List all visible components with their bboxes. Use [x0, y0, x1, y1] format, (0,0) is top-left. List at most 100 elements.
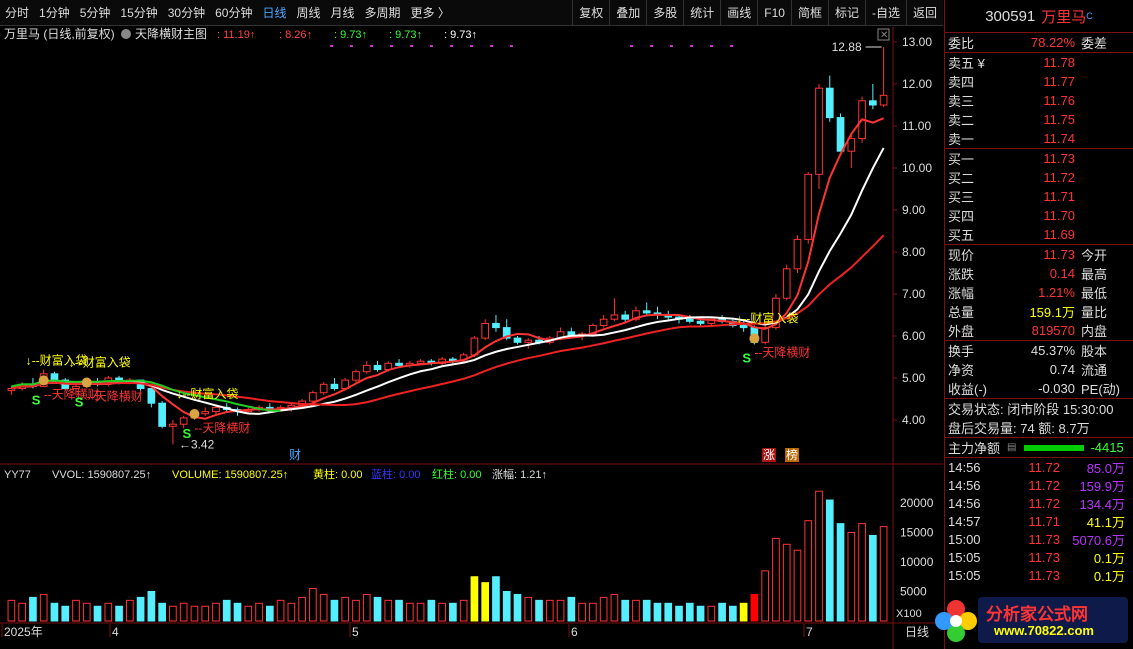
stats-right-label: 最低: [1081, 286, 1108, 301]
tick-time: 14:56: [948, 495, 981, 511]
marker-bang-bg: [785, 448, 799, 462]
candle-body: [847, 138, 856, 152]
stats-right-label: 今开: [1081, 248, 1108, 263]
volume-bar: [739, 602, 748, 622]
period-tab-8[interactable]: 月线: [330, 5, 355, 20]
volume-bar: [610, 593, 619, 622]
volume-bar: [158, 602, 166, 622]
stats-value: 159.1万: [1029, 305, 1075, 320]
tool-button-0[interactable]: 复权: [572, 0, 609, 26]
volume-bar: [136, 596, 145, 622]
signal-dot: [730, 45, 733, 47]
period-tab-1[interactable]: 1分钟: [39, 5, 70, 20]
tool-button-6[interactable]: 简框: [790, 0, 828, 26]
volume-bar: [255, 602, 263, 622]
vol-tick-label: 10000: [900, 555, 934, 569]
candle-body: [610, 314, 619, 320]
volume-bar: [395, 599, 403, 622]
tick-row[interactable]: 14:56 11.72 134.4万: [945, 494, 1133, 512]
tick-row[interactable]: 14:57 11.71 41.1万: [945, 512, 1133, 530]
after-trade: 盘后交易量: 74 额: 8.7万: [948, 421, 1090, 436]
price-tick-label: 6.00: [902, 329, 926, 343]
volume-bar: [879, 526, 888, 622]
volume-bar: [772, 537, 780, 622]
volume-bar: [125, 599, 134, 622]
tool-button-5[interactable]: F10: [757, 0, 791, 26]
volume-bar: [362, 593, 371, 622]
volume-bar: [169, 605, 177, 622]
volume-bar: [147, 591, 156, 622]
tick-list[interactable]: 14:56 11.72 85.0万 14:56 11.72 159.9万 14:56 11.7…: [945, 458, 1133, 584]
tick-row[interactable]: 14:56 11.72 159.9万: [945, 476, 1133, 494]
stats-value: 0.14: [1049, 266, 1075, 281]
price-tick-label: 9.00: [902, 203, 926, 217]
period-tab-0[interactable]: 分时: [5, 5, 30, 20]
price-tick-label: 4.00: [902, 413, 926, 427]
stats-label: 涨跌: [948, 267, 975, 282]
volume-bar: [190, 605, 199, 622]
volume-bar: [309, 588, 317, 622]
tick-time: 15:00: [948, 531, 981, 547]
indicator-name: 天降横财主图: [135, 27, 207, 41]
tick-row[interactable]: 15:05 11.73 0.1万: [945, 548, 1133, 566]
period-tab-5[interactable]: 60分钟: [215, 5, 253, 20]
candle-body: [599, 318, 608, 327]
volume-bar: [93, 605, 102, 622]
stock-code: 300591: [985, 7, 1036, 25]
volume-bar: [265, 605, 274, 622]
sell-signal-s: S: [75, 395, 84, 410]
period-tab-2[interactable]: 5分钟: [79, 5, 111, 20]
stats2-right-label: 股本: [1081, 344, 1108, 359]
stats-row: 总量 159.1万 量比: [945, 302, 1133, 321]
sells-label: 卖三: [948, 94, 975, 109]
tick-volume: 159.9万: [1079, 478, 1125, 494]
chart-area[interactable]: 万里马 (日线,前复权) 天降横财主图: 11.19↑: 8.26↑: 9.73↑…: [0, 26, 943, 649]
tool-button-4[interactable]: 画线: [720, 0, 757, 26]
signal-dot: [390, 45, 393, 47]
tool-button-7[interactable]: 标记: [827, 0, 865, 26]
tool-button-1[interactable]: 叠加: [609, 0, 646, 26]
volume-bar: [502, 591, 511, 622]
candle-body: [201, 411, 210, 415]
sell-orders: 卖五 ¥ 11.78 卖四 11.77 卖三 11.76 卖二 11.75 卖一 11.74: [945, 53, 1133, 148]
volume-bar: [115, 605, 123, 622]
candle-body: [502, 327, 511, 339]
stats2-value: 0.74: [1049, 362, 1075, 377]
buys-label: 买二: [948, 171, 975, 186]
period-tab-7[interactable]: 周线: [296, 5, 321, 20]
quote-stats2: 换手 45.37% 股本 净资 0.74 流通 收益(-) -0.030 PE(动): [945, 341, 1133, 398]
tick-time: 15:05: [948, 549, 981, 565]
stock-name-sup: C: [1086, 11, 1093, 21]
period-tab-9[interactable]: 多周期: [364, 5, 401, 20]
sell-signal-label: --天降横财: [44, 387, 100, 401]
candle-body: [319, 383, 328, 394]
candle-body: [879, 94, 888, 106]
stats-row: 涨幅 1.21% 最低: [945, 283, 1133, 302]
sell-signal-label: --天降横财: [194, 421, 250, 435]
quote-side-panel: 300591 万里马 C 委比 78.22% 委差 卖五 ¥ 11.78 卖四 11.…: [944, 0, 1133, 649]
tool-button-3[interactable]: 统计: [683, 0, 720, 26]
tick-row[interactable]: 14:56 11.72 85.0万: [945, 458, 1133, 476]
volume-bar: [201, 605, 210, 622]
stats-value: 819570: [1031, 323, 1075, 338]
signal-dot: [370, 45, 373, 47]
volume-bar: [405, 602, 414, 622]
period-tab-6[interactable]: 日线: [262, 5, 287, 20]
vol-tick-label: 15000: [900, 526, 934, 540]
tool-button-2[interactable]: 多股: [646, 0, 683, 26]
sells-value: 11.76: [1043, 93, 1075, 108]
tick-price: 11.72: [1028, 495, 1060, 511]
kline-svg[interactable]: 万里马 (日线,前复权) 天降横财主图: 11.19↑: 8.26↑: 9.73↑…: [0, 26, 943, 649]
tick-row[interactable]: 15:00 11.73 5070.6万: [945, 530, 1133, 548]
period-tab-3[interactable]: 15分钟: [120, 5, 158, 20]
main-net-row[interactable]: 主力净额 ▤ -4415: [948, 440, 1124, 456]
indicator-value-1: : 8.26↑: [279, 29, 312, 41]
period-tab-4[interactable]: 30分钟: [167, 5, 206, 20]
volume-bar: [492, 576, 500, 622]
tick-row[interactable]: 15:05 11.73 0.1万: [945, 566, 1133, 584]
volume-bar: [750, 593, 759, 622]
tool-button-8[interactable]: -自选: [864, 0, 906, 26]
volume-bar: [82, 602, 91, 622]
period-tab-10[interactable]: 更多 〉: [410, 5, 450, 20]
tool-button-9[interactable]: 返回: [905, 0, 943, 26]
